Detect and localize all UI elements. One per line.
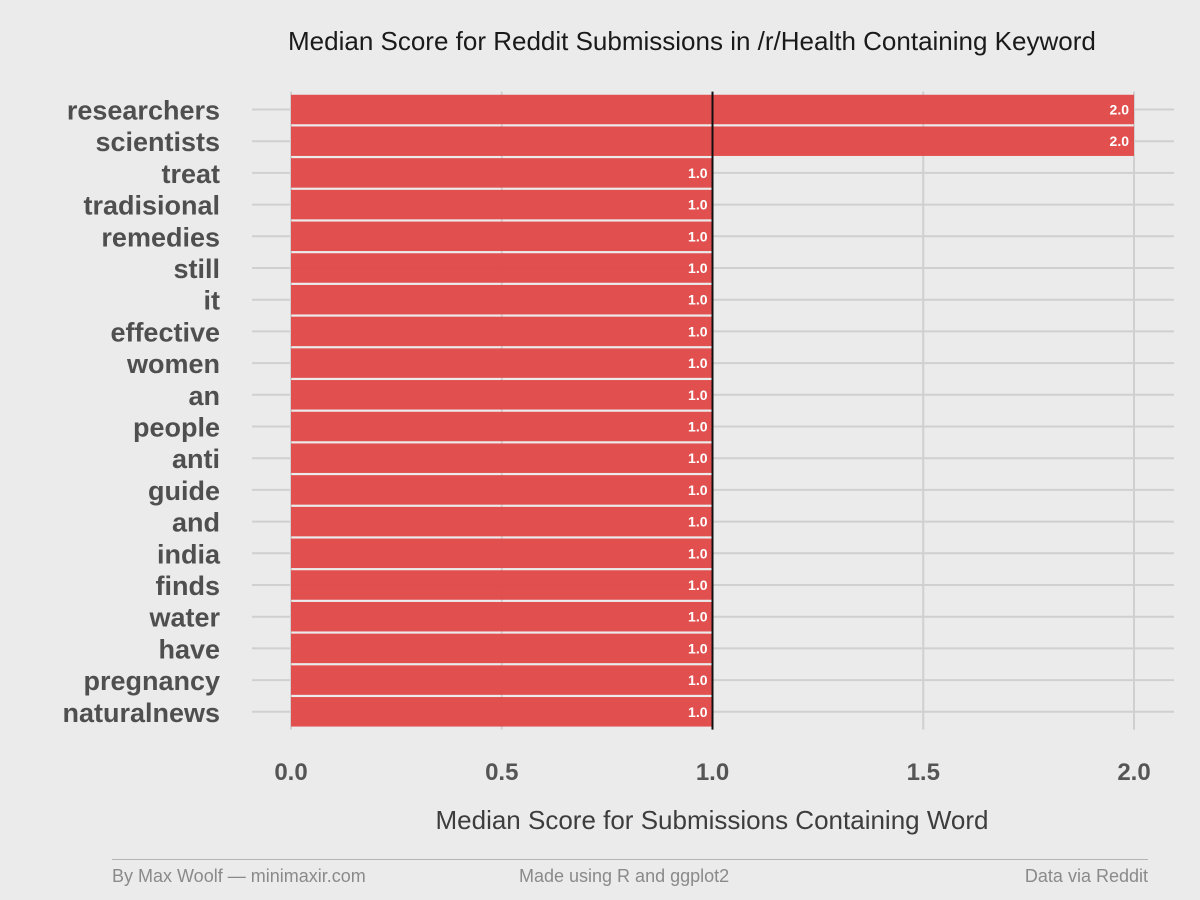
data-label-women: 1.0 xyxy=(688,355,708,371)
category-label-tradisional: tradisional xyxy=(83,191,220,221)
data-label-effective: 1.0 xyxy=(688,323,708,339)
data-label-finds: 1.0 xyxy=(688,577,708,593)
x-tick-label-4: 2.0 xyxy=(1117,759,1150,786)
bar-an xyxy=(291,380,713,410)
category-label-effective: effective xyxy=(110,317,220,347)
category-label-pregnancy: pregnancy xyxy=(83,666,220,696)
chart-title: Median Score for Reddit Submissions in /… xyxy=(288,26,1096,56)
data-label-and: 1.0 xyxy=(688,514,708,530)
bar-anti xyxy=(291,443,713,473)
category-label-an: an xyxy=(188,381,220,411)
category-label-treat: treat xyxy=(161,159,220,189)
data-label-guide: 1.0 xyxy=(688,482,708,498)
data-label-water: 1.0 xyxy=(688,609,708,625)
bar-remedies xyxy=(291,221,713,252)
footer-source: Data via Reddit xyxy=(1024,866,1148,886)
bar-women xyxy=(291,348,713,378)
category-label-guide: guide xyxy=(148,476,220,506)
category-label-people: people xyxy=(133,413,220,443)
category-label-still: still xyxy=(173,254,220,284)
labels: researchers 2.0 scientists 2.0 treat 1.0 tradi… xyxy=(62,96,1150,787)
category-label-water: water xyxy=(148,603,220,633)
data-label-people: 1.0 xyxy=(688,419,708,435)
bar-pregnancy xyxy=(291,665,713,695)
x-tick-label-2: 1.0 xyxy=(696,759,729,786)
category-label-naturalnews: naturalnews xyxy=(62,698,220,728)
bar-it xyxy=(291,284,713,315)
bar-people xyxy=(291,411,713,442)
bar-finds xyxy=(291,570,713,600)
bar-and xyxy=(291,506,713,537)
bar-effective xyxy=(291,316,713,347)
bar-india xyxy=(291,538,713,569)
x-tick-label-3: 1.5 xyxy=(907,759,940,786)
category-label-women: women xyxy=(126,349,220,379)
bar-guide xyxy=(291,475,713,505)
data-label-researchers: 2.0 xyxy=(1110,102,1130,118)
data-label-india: 1.0 xyxy=(688,545,708,561)
data-label-anti: 1.0 xyxy=(688,450,708,466)
category-label-researchers: researchers xyxy=(67,96,220,126)
category-label-finds: finds xyxy=(156,571,221,601)
category-label-scientists: scientists xyxy=(95,127,220,157)
category-label-it: it xyxy=(204,286,221,316)
x-tick-label-0: 0.0 xyxy=(274,759,307,786)
category-label-remedies: remedies xyxy=(101,222,220,252)
data-label-it: 1.0 xyxy=(688,292,708,308)
data-label-an: 1.0 xyxy=(688,387,708,403)
data-label-pregnancy: 1.0 xyxy=(688,672,708,688)
bar-have xyxy=(291,633,713,664)
x-axis-title: Median Score for Submissions Containing … xyxy=(435,805,988,835)
data-label-have: 1.0 xyxy=(688,640,708,656)
category-label-anti: anti xyxy=(172,444,220,474)
data-label-tradisional: 1.0 xyxy=(688,197,708,213)
data-label-remedies: 1.0 xyxy=(688,228,708,244)
bar-water xyxy=(291,601,713,632)
data-label-naturalnews: 1.0 xyxy=(688,704,708,720)
data-label-treat: 1.0 xyxy=(688,165,708,181)
bar-tradisional xyxy=(291,189,713,220)
x-tick-label-1: 0.5 xyxy=(485,759,518,786)
footer-tooling: Made using R and ggplot2 xyxy=(519,866,730,886)
bar-naturalnews xyxy=(291,697,713,727)
bars xyxy=(291,94,1134,727)
bar-treat xyxy=(291,158,713,188)
data-label-still: 1.0 xyxy=(688,260,708,276)
bar-still xyxy=(291,253,713,283)
footer-credit: By Max Woolf — minimaxir.com xyxy=(112,866,366,886)
category-label-have: have xyxy=(158,634,220,664)
footer-divider xyxy=(112,859,1148,860)
category-label-and: and xyxy=(172,508,220,538)
data-label-scientists: 2.0 xyxy=(1110,133,1130,149)
category-label-india: india xyxy=(157,539,221,569)
